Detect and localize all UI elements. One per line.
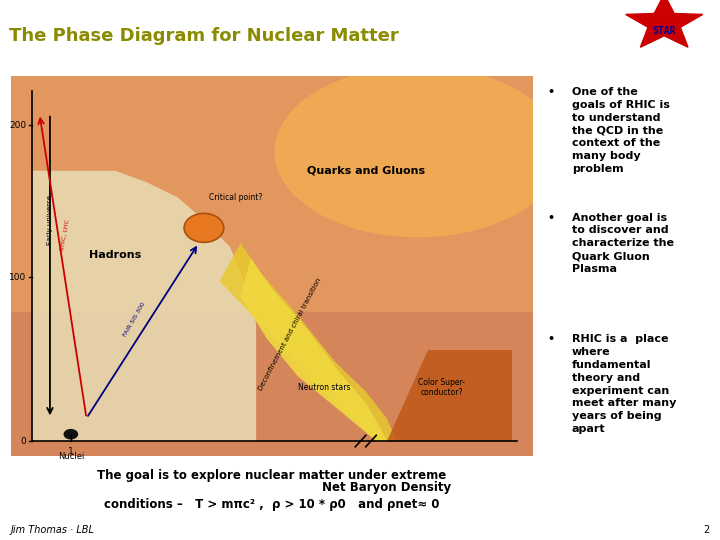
Circle shape	[184, 213, 224, 242]
Text: Hadrons: Hadrons	[89, 249, 141, 260]
PathPatch shape	[626, 0, 703, 47]
Text: Net Baryon Density: Net Baryon Density	[322, 481, 451, 494]
Text: Critical point?: Critical point?	[210, 193, 263, 202]
Text: Another goal is
to discover and
characterize the
Quark Gluon
Plasma: Another goal is to discover and characte…	[572, 213, 674, 274]
Text: 2: 2	[703, 525, 709, 535]
Text: Color Super-
conductor?: Color Super- conductor?	[418, 378, 465, 397]
Polygon shape	[32, 171, 256, 441]
Text: Quarks and Gluons: Quarks and Gluons	[307, 166, 425, 176]
Text: •: •	[547, 334, 554, 345]
Text: Nuclei: Nuclei	[58, 453, 84, 462]
Text: Neutron stars: Neutron stars	[298, 383, 350, 392]
Polygon shape	[240, 258, 387, 441]
Text: •: •	[547, 213, 554, 222]
Text: •: •	[547, 87, 554, 97]
Text: Deconfinement and chiral transition: Deconfinement and chiral transition	[258, 277, 323, 391]
Text: 0: 0	[21, 436, 27, 446]
Text: conditions –   T > mπc² ,  ρ > 10 * ρ0   and ρnet≈ 0: conditions – T > mπc² , ρ > 10 * ρ0 and …	[104, 498, 439, 511]
Text: 200: 200	[9, 120, 27, 130]
Text: One of the
goals of RHIC is
to understand
the QCD in the
context of the
many bod: One of the goals of RHIC is to understan…	[572, 87, 670, 174]
Circle shape	[63, 429, 78, 440]
Text: The goal is to explore nuclear matter under extreme: The goal is to explore nuclear matter un…	[97, 469, 446, 482]
Polygon shape	[220, 243, 397, 441]
Text: FAIR SIS 300: FAIR SIS 300	[123, 301, 147, 338]
Text: Early universe: Early universe	[48, 195, 53, 245]
Text: STAR: STAR	[652, 26, 676, 36]
Text: RHIC is a  place
where
fundamental
theory and
experiment can
meet after many
yea: RHIC is a place where fundamental theory…	[572, 334, 676, 434]
Text: Jim Thomas · LBL: Jim Thomas · LBL	[11, 525, 94, 535]
Text: 100: 100	[9, 273, 27, 282]
Polygon shape	[387, 350, 512, 441]
Text: 1: 1	[68, 447, 73, 456]
Text: The Phase Diagram for Nuclear Matter: The Phase Diagram for Nuclear Matter	[9, 26, 399, 45]
Bar	[11, 76, 533, 312]
Text: RHIC, LHC: RHIC, LHC	[59, 219, 70, 252]
Ellipse shape	[274, 66, 562, 238]
